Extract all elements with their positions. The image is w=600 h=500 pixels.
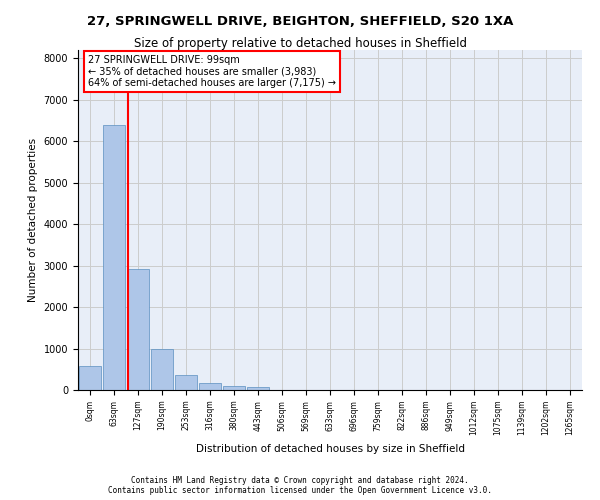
Bar (151, 350, 173, 390)
Y-axis label: Number of detached properties: Number of detached properties (28, 138, 38, 302)
X-axis label: Distribution of detached houses by size in Sheffield: Distribution of detached houses by size … (196, 444, 464, 454)
Text: 27 SPRINGWELL DRIVE: 99sqm
← 35% of detached houses are smaller (3,983)
64% of s: 27 SPRINGWELL DRIVE: 99sqm ← 35% of deta… (88, 55, 336, 88)
Bar (79, 366, 101, 390)
Bar (247, 386, 269, 390)
Bar (175, 375, 197, 390)
Bar (199, 384, 221, 390)
Text: 27, SPRINGWELL DRIVE, BEIGHTON, SHEFFIELD, S20 1XA: 27, SPRINGWELL DRIVE, BEIGHTON, SHEFFIEL… (87, 15, 513, 28)
Text: Contains HM Land Registry data © Crown copyright and database right 2024.
Contai: Contains HM Land Registry data © Crown c… (108, 476, 492, 495)
Bar (127, 269, 149, 390)
Bar (223, 386, 245, 390)
Text: Size of property relative to detached houses in Sheffield: Size of property relative to detached ho… (133, 38, 467, 51)
Bar (103, 124, 125, 390)
